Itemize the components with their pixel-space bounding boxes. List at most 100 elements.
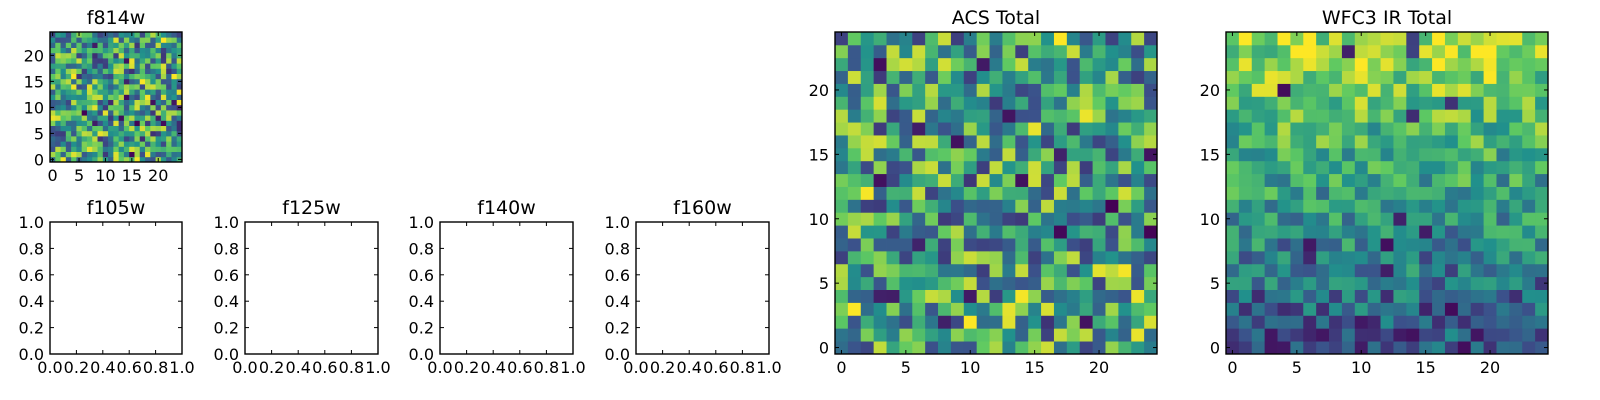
heatmap-cell — [886, 135, 900, 149]
heatmap-cell — [1079, 96, 1093, 110]
heatmap-cell — [1053, 147, 1068, 162]
heatmap-cell — [1406, 341, 1420, 355]
heatmap-cell — [86, 104, 93, 111]
heatmap-cell — [1015, 83, 1029, 97]
heatmap-cell — [145, 104, 151, 111]
heatmap-cell — [1444, 32, 1459, 46]
heatmap-cell — [1535, 135, 1549, 149]
heatmap-cell — [1066, 109, 1081, 123]
heatmap-cell — [1238, 122, 1253, 136]
heatmap-cell — [1457, 341, 1472, 355]
heatmap-cell — [1367, 289, 1381, 303]
heatmap-cell — [950, 238, 965, 252]
heatmap-cell — [1496, 302, 1510, 316]
heatmap-cell — [134, 99, 141, 106]
heatmap-cell — [847, 32, 862, 46]
heatmap-cell — [1290, 225, 1304, 239]
heatmap-cell — [1251, 135, 1266, 149]
heatmap-cell — [1131, 276, 1145, 290]
heatmap-cell — [1483, 276, 1497, 290]
heatmap-cell — [1079, 109, 1093, 123]
heatmap-cell — [171, 146, 178, 152]
heatmap-cell — [139, 99, 146, 106]
heatmap-cell — [1238, 225, 1253, 239]
heatmap-cell — [1316, 83, 1330, 97]
heatmap-cell — [123, 151, 130, 158]
heatmap-cell — [1238, 160, 1253, 175]
heatmap-cell — [1457, 276, 1472, 290]
heatmap-cell — [1277, 238, 1291, 252]
heatmap-cell — [873, 328, 887, 342]
heatmap-cell — [1457, 173, 1472, 187]
heatmap-cell — [113, 99, 120, 106]
heatmap-cell — [1367, 199, 1381, 213]
heatmap-cell — [847, 160, 862, 175]
heatmap-cell — [155, 73, 162, 80]
heatmap-cell — [113, 104, 120, 111]
heatmap-cell — [50, 141, 56, 147]
heatmap-cell — [134, 136, 141, 142]
heatmap-cell — [1303, 122, 1317, 136]
heatmap-cell — [1329, 238, 1343, 252]
heatmap-cell — [65, 94, 72, 100]
heatmap-cell — [71, 58, 77, 64]
heatmap-cell — [1277, 276, 1291, 290]
heatmap-cell — [55, 110, 61, 116]
heatmap-cell — [60, 47, 67, 54]
heatmap-cell — [989, 186, 1003, 200]
heatmap-cell — [123, 84, 130, 90]
heatmap-cell — [1092, 96, 1106, 110]
heatmap-cell — [1290, 328, 1304, 342]
wfc3-ir-total-cells — [1226, 32, 1549, 355]
heatmap-cell — [55, 104, 61, 111]
heatmap-cell — [1432, 263, 1446, 278]
heatmap-cell — [912, 263, 926, 278]
heatmap-cell — [55, 146, 61, 152]
heatmap-cell — [989, 122, 1003, 136]
heatmap-cell — [1444, 263, 1459, 278]
heatmap-cell — [92, 146, 98, 152]
heatmap-cell — [938, 83, 952, 97]
heatmap-cell — [60, 78, 67, 85]
heatmap-cell — [171, 68, 178, 74]
f140w-xtick-label: 1.0 — [560, 358, 585, 377]
heatmap-cell — [81, 104, 88, 111]
heatmap-cell — [176, 151, 183, 158]
heatmap-cell — [1483, 199, 1497, 213]
heatmap-cell — [873, 32, 887, 46]
heatmap-cell — [976, 96, 990, 110]
heatmap-cell — [847, 302, 862, 316]
heatmap-cell — [1496, 186, 1510, 200]
heatmap-cell — [1105, 173, 1119, 187]
heatmap-cell — [1053, 212, 1068, 226]
heatmap-cell — [1393, 70, 1407, 84]
heatmap-cell — [1303, 70, 1317, 84]
heatmap-cell — [1002, 70, 1016, 84]
heatmap-cell — [76, 99, 83, 106]
heatmap-cell — [171, 104, 178, 111]
heatmap-cell — [1470, 186, 1484, 200]
heatmap-cell — [1406, 83, 1420, 97]
heatmap-cell — [1131, 199, 1145, 213]
heatmap-cell — [1105, 212, 1119, 226]
heatmap-cell — [129, 120, 135, 126]
heatmap-cell — [145, 78, 151, 85]
f105w-ytick-label: 0.4 — [19, 292, 44, 311]
wfc3-ir-total-ytick-label: 5 — [1210, 274, 1220, 293]
heatmap-cell — [102, 146, 109, 152]
heatmap-cell — [113, 58, 120, 64]
heatmap-cell — [166, 151, 172, 158]
heatmap-cell — [1053, 160, 1068, 175]
heatmap-cell — [60, 110, 67, 116]
heatmap-cell — [76, 73, 83, 80]
heatmap-cell — [1105, 44, 1119, 59]
heatmap-cell — [1251, 212, 1266, 226]
heatmap-cell — [171, 156, 178, 163]
heatmap-cell — [92, 110, 98, 116]
heatmap-cell — [1496, 70, 1510, 84]
heatmap-cell — [1079, 302, 1093, 316]
heatmap-cell — [171, 52, 178, 59]
heatmap-cell — [1483, 109, 1497, 123]
heatmap-cell — [166, 146, 172, 152]
heatmap-cell — [1092, 70, 1106, 84]
